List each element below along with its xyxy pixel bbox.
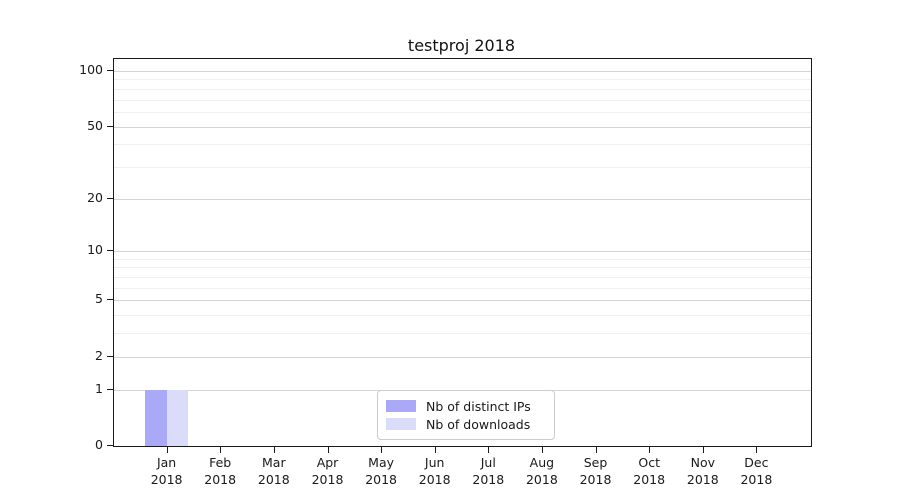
gridline-major bbox=[114, 356, 811, 358]
y-tick-mark bbox=[107, 250, 113, 252]
plot-area bbox=[113, 58, 812, 447]
y-tick-label: 50 bbox=[87, 117, 103, 133]
y-tick-mark bbox=[107, 445, 113, 446]
legend-label-downloads: Nb of downloads bbox=[426, 416, 531, 432]
legend: Nb of distinct IPs Nb of downloads bbox=[377, 390, 555, 440]
gridline-major bbox=[114, 251, 811, 253]
gridline-minor bbox=[114, 267, 811, 269]
y-tick-label: 20 bbox=[87, 189, 103, 205]
x-tick-mark bbox=[488, 447, 490, 453]
x-tick-mark bbox=[434, 447, 436, 453]
x-tick-label: Apr 2018 bbox=[311, 455, 344, 487]
x-tick-mark bbox=[273, 447, 275, 453]
y-tick-mark bbox=[107, 197, 113, 199]
y-tick-label: 10 bbox=[87, 242, 103, 258]
x-tick-mark bbox=[649, 447, 651, 453]
gridline-major bbox=[114, 300, 811, 302]
gridline-major bbox=[114, 71, 811, 72]
gridline-minor bbox=[114, 99, 811, 101]
y-tick-label: 100 bbox=[79, 62, 103, 77]
x-tick-mark bbox=[595, 447, 597, 453]
x-tick-mark bbox=[220, 447, 222, 453]
y-tick-mark bbox=[107, 388, 113, 390]
gridline-minor bbox=[114, 88, 811, 90]
x-tick-mark bbox=[166, 447, 168, 453]
bar-nb-of-distinct-ips bbox=[145, 389, 167, 446]
legend-item-downloads: Nb of downloads bbox=[386, 415, 554, 433]
x-tick-mark bbox=[381, 447, 383, 453]
x-tick-mark bbox=[702, 447, 704, 453]
gridline-minor bbox=[114, 277, 811, 278]
x-tick-label: Oct 2018 bbox=[633, 455, 666, 487]
legend-label-distinct-ips: Nb of distinct IPs bbox=[426, 398, 531, 414]
x-tick-label: Jul 2018 bbox=[472, 455, 505, 487]
gridline-minor bbox=[114, 333, 811, 335]
x-tick-mark bbox=[756, 447, 758, 453]
y-tick-label: 2 bbox=[95, 347, 103, 363]
gridline-major bbox=[114, 126, 811, 128]
x-tick-label: Nov 2018 bbox=[686, 455, 719, 487]
x-tick-label: May 2018 bbox=[365, 455, 397, 487]
x-tick-mark bbox=[541, 447, 543, 453]
x-tick-label: Aug 2018 bbox=[525, 455, 558, 487]
gridline-minor bbox=[114, 287, 811, 289]
bar-nb-of-downloads bbox=[166, 389, 188, 446]
legend-swatch-distinct-ips bbox=[386, 400, 416, 412]
gridline-minor bbox=[114, 79, 811, 81]
x-tick-label: Jun 2018 bbox=[418, 455, 451, 487]
y-tick-label: 1 bbox=[95, 380, 103, 396]
y-tick-mark bbox=[107, 355, 113, 357]
x-tick-mark bbox=[327, 447, 329, 453]
gridline-minor bbox=[114, 144, 811, 146]
legend-item-distinct-ips: Nb of distinct IPs bbox=[386, 397, 554, 415]
x-tick-label: Mar 2018 bbox=[257, 455, 290, 487]
legend-swatch-downloads bbox=[386, 418, 416, 430]
x-tick-label: Dec 2018 bbox=[740, 455, 773, 487]
gridline-minor bbox=[114, 166, 811, 168]
chart-title: testproj 2018 bbox=[407, 36, 516, 55]
gridline-minor bbox=[114, 258, 811, 260]
y-tick-mark bbox=[107, 70, 113, 71]
y-tick-mark bbox=[107, 299, 113, 301]
x-tick-label: Feb 2018 bbox=[204, 455, 237, 487]
y-tick-label: 0 bbox=[95, 437, 103, 452]
x-tick-label: Sep 2018 bbox=[579, 455, 612, 487]
x-tick-label: Jan 2018 bbox=[150, 455, 183, 487]
gridline-minor bbox=[114, 315, 811, 317]
gridline-major bbox=[114, 198, 811, 200]
y-tick-mark bbox=[107, 125, 113, 127]
y-tick-label: 5 bbox=[95, 291, 103, 307]
gridline-minor bbox=[114, 111, 811, 113]
